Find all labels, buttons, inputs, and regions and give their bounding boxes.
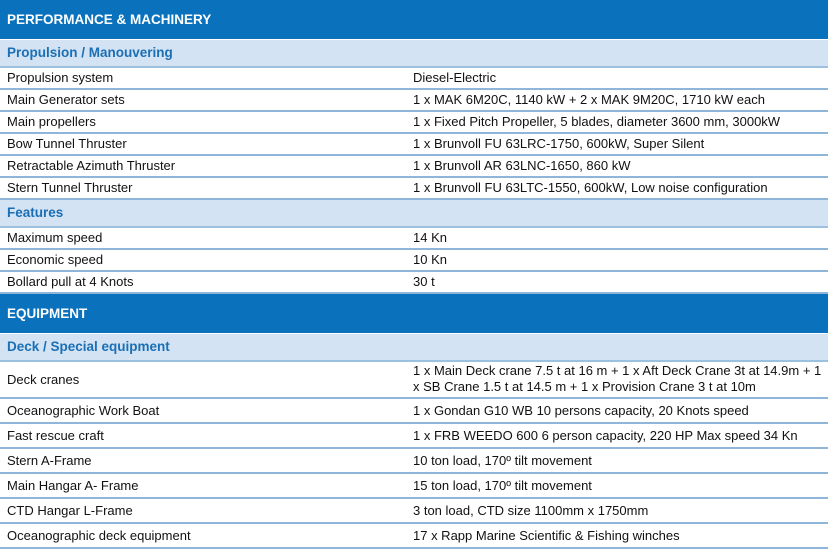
row-value: 17 x Rapp Marine Scientific & Fishing wi…	[413, 528, 680, 543]
row-label: Maximum speed	[7, 230, 103, 245]
row-value: 10 ton load, 170º tilt movement	[413, 453, 592, 468]
row-value: 3 ton load, CTD size 1100mm x 1750mm	[413, 503, 649, 518]
row-value: 1 x Brunvoll FU 63LRC-1750, 600kW, Super…	[413, 136, 705, 151]
row-value: 10 Kn	[413, 252, 447, 267]
table-row: Main Hangar A- Frame 15 ton load, 170º ti…	[0, 474, 828, 499]
row-label: Bow Tunnel Thruster	[7, 136, 127, 151]
section: PERFORMANCE & MACHINERY Propulsion / Mano…	[0, 0, 828, 294]
subsection-header: Features	[0, 200, 828, 228]
subsection-header: Propulsion / Manouvering	[0, 40, 828, 68]
table-row: Main Generator sets 1 x MAK 6M20C, 1140 k…	[0, 90, 828, 112]
row-label: Oceanographic Work Boat	[7, 403, 160, 418]
row-value: 30 t	[413, 274, 435, 289]
row-value: 1 x Brunvoll AR 63LNC-1650, 860 kW	[413, 158, 631, 173]
section: EQUIPMENT Deck / Special equipment Deck cr…	[0, 294, 828, 549]
row-label: Retractable Azimuth Thruster	[7, 158, 176, 173]
table-row: Fast rescue craft 1 x FRB WEEDO 600 6 per…	[0, 424, 828, 449]
section-header: EQUIPMENT	[0, 294, 828, 334]
table-row: Main propellers 1 x Fixed Pitch Propeller…	[0, 112, 828, 134]
table-row: Propulsion system Diesel-Electric	[0, 68, 828, 90]
row-label: Stern A-Frame	[7, 453, 92, 468]
row-label: Stern Tunnel Thruster	[7, 180, 133, 195]
table-row: Economic speed 10 Kn	[0, 250, 828, 272]
row-label: Propulsion system	[7, 70, 114, 85]
table-row: Bollard pull at 4 Knots 30 t	[0, 272, 828, 294]
table-row: CTD Hangar L-Frame 3 ton load, CTD size …	[0, 499, 828, 524]
section-header: PERFORMANCE & MACHINERY	[0, 0, 828, 40]
table-row: Maximum speed 14 Kn	[0, 228, 828, 250]
row-label: Main Hangar A- Frame	[7, 478, 139, 493]
row-label: Bollard pull at 4 Knots	[7, 274, 134, 289]
row-value: 1 x Gondan G10 WB 10 persons capacity, 2…	[413, 403, 749, 418]
table-row: Retractable Azimuth Thruster 1 x Brunvoll…	[0, 156, 828, 178]
row-value: 14 Kn	[413, 230, 447, 245]
row-value: 1 x Main Deck crane 7.5 t at 16 m + 1 x …	[413, 363, 822, 394]
table-row: Deck cranes 1 x Main Deck crane 7.5 t at …	[0, 362, 828, 399]
row-label: CTD Hangar L-Frame	[7, 503, 133, 518]
subsection-header: Deck / Special equipment	[0, 334, 828, 362]
row-label: Economic speed	[7, 252, 104, 267]
row-value: 1 x MAK 6M20C, 1140 kW + 2 x MAK 9M20C, …	[413, 92, 765, 107]
row-value: 1 x Brunvoll FU 63LTC-1550, 600kW, Low n…	[413, 180, 768, 195]
row-label: Deck cranes	[7, 372, 80, 387]
row-value: 1 x FRB WEEDO 600 6 person capacity, 220…	[413, 428, 798, 443]
table-row: Stern A-Frame 10 ton load, 170º tilt move…	[0, 449, 828, 474]
row-label: Main Generator sets	[7, 92, 125, 107]
row-label: Oceanographic deck equipment	[7, 528, 191, 543]
table-row: Bow Tunnel Thruster 1 x Brunvoll FU 63LRC…	[0, 134, 828, 156]
row-value: 1 x Fixed Pitch Propeller, 5 blades, dia…	[413, 114, 781, 129]
row-label: Main propellers	[7, 114, 96, 129]
table-row: Oceanographic deck equipment 17 x Rapp Ma…	[0, 524, 828, 549]
row-value: 15 ton load, 170º tilt movement	[413, 478, 592, 493]
table-row: Oceanographic Work Boat 1 x Gondan G10 WB…	[0, 399, 828, 424]
table-row: Stern Tunnel Thruster 1 x Brunvoll FU 63L…	[0, 178, 828, 200]
row-value: Diesel-Electric	[413, 70, 497, 85]
row-label: Fast rescue craft	[7, 428, 104, 443]
